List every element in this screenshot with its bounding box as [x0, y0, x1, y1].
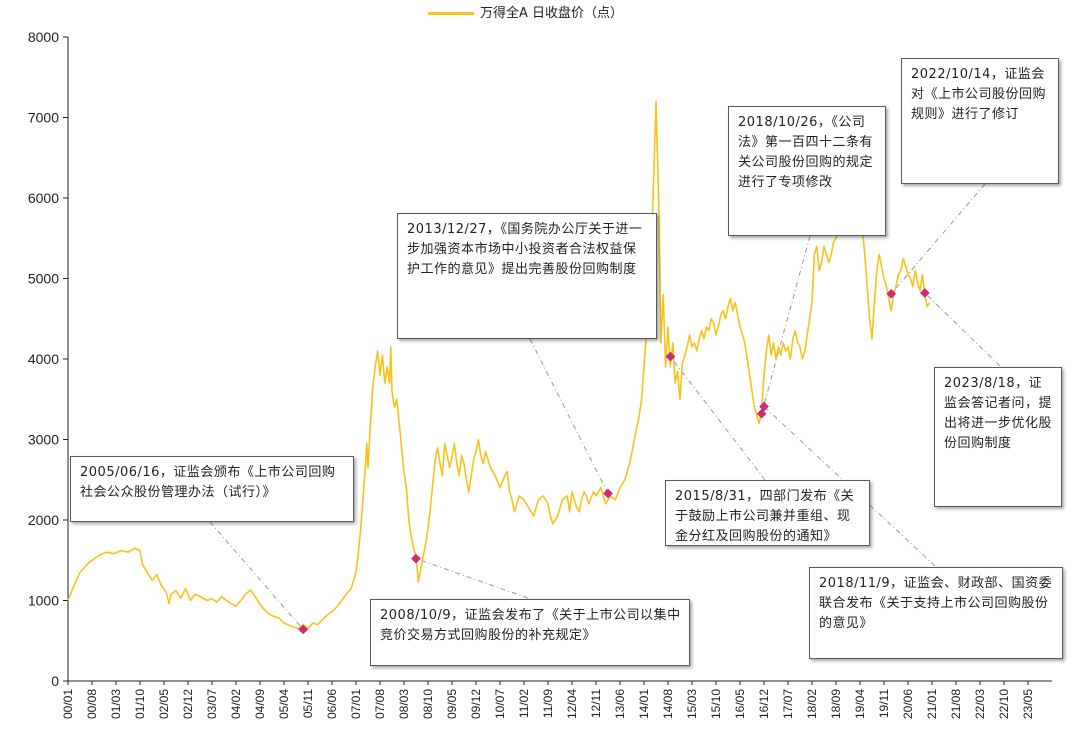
y-tick-label: 4000 — [28, 351, 59, 367]
x-tick-label: 14/08 — [661, 689, 675, 719]
x-tick-label: 09/12 — [469, 689, 483, 719]
y-tick-label: 1000 — [28, 593, 59, 609]
x-tick-label: 18/02 — [805, 689, 819, 719]
x-tick-label: 12/04 — [565, 689, 579, 719]
leader-line — [529, 338, 609, 494]
x-tick-label: 01/03 — [109, 689, 123, 719]
legend-swatch — [428, 12, 474, 15]
x-tick-label: 16/12 — [757, 689, 771, 719]
annotation-2013: 2013/12/27，《国务院办公厅关于进一步加强资本市场中小投资者合法权益保护… — [397, 213, 657, 339]
x-tick-label: 11/02 — [517, 689, 531, 718]
x-tick-label: 02/05 — [157, 689, 171, 719]
y-tick-label: 5000 — [28, 271, 59, 287]
leader-line — [761, 235, 811, 414]
event-marker — [919, 288, 930, 298]
x-tick-label: 10/07 — [493, 689, 507, 719]
x-tick-label: 04/09 — [253, 689, 267, 719]
x-tick-label: 21/01 — [925, 689, 939, 719]
x-tick-label: 16/05 — [733, 689, 747, 719]
x-tick-label: 18/09 — [829, 689, 843, 719]
x-tick-label: 22/03 — [973, 689, 987, 719]
x-tick-label: 22/10 — [997, 689, 1011, 719]
annotation-2022: 2022/10/14，证监会对《上市公司股份回购规则》进行了修订 — [901, 58, 1059, 184]
event-marker — [886, 288, 897, 299]
x-tick-label: 14/01 — [637, 689, 651, 719]
y-tick-label: 7000 — [28, 110, 59, 126]
event-marker — [756, 408, 767, 419]
leader-line — [415, 558, 529, 599]
annotation-2005: 2005/06/16，证监会颁布《上市公司回购社会公众股份管理办法（试行）》 — [70, 456, 354, 522]
y-tick-label: 8000 — [28, 29, 59, 45]
x-tick-label: 05/04 — [277, 689, 291, 719]
chart-legend: 万得全A 日收盘价（点） — [428, 2, 623, 21]
series-line — [67, 100, 931, 630]
y-tick-label: 6000 — [28, 190, 59, 206]
leader-line — [924, 292, 1001, 367]
x-tick-label: 07/08 — [373, 689, 387, 719]
x-tick-label: 15/03 — [685, 689, 699, 719]
event-marker — [665, 351, 676, 362]
annotation-2008: 2008/10/9，证监会发布了《关于上市公司以集中竞价交易方式回购股份的补充规… — [370, 599, 690, 666]
x-tick-label: 05/11 — [301, 689, 315, 718]
x-tick-label: 08/03 — [397, 689, 411, 719]
x-tick-label: 08/10 — [421, 689, 435, 719]
x-tick-label: 13/06 — [613, 689, 627, 719]
x-tick-label: 02/12 — [181, 689, 195, 719]
x-tick-label: 19/11 — [877, 689, 891, 718]
event-marker — [298, 624, 309, 635]
event-marker — [759, 401, 769, 412]
x-tick-label: 04/02 — [229, 689, 243, 719]
leader-line — [890, 183, 986, 295]
x-tick-label: 21/08 — [949, 689, 963, 719]
x-tick-label: 00/08 — [85, 689, 99, 719]
x-tick-label: 11/09 — [541, 689, 555, 718]
x-tick-label: 09/05 — [445, 689, 459, 719]
annotation-2018-10: 2018/10/26，《公司法》第一百四十二条有关公司股份回购的规定进行了专项修… — [728, 106, 886, 236]
y-tick-label: 2000 — [28, 512, 59, 528]
annotation-2015: 2015/8/31，四部门发布《关于鼓励上市公司兼并重组、现金分红及回购股份的通… — [665, 480, 870, 546]
x-tick-label: 17/07 — [781, 689, 795, 719]
x-tick-label: 03/07 — [205, 689, 219, 719]
event-marker — [411, 553, 421, 564]
x-tick-label: 07/01 — [349, 689, 363, 719]
y-tick-label: 0 — [51, 673, 59, 689]
x-tick-label: 23/05 — [1021, 689, 1035, 719]
x-tick-label: 15/10 — [709, 689, 723, 719]
event-marker — [603, 488, 613, 499]
annotation-2023: 2023/8/18，证监会答记者问，提出将进一步优化股份回购制度 — [934, 367, 1062, 507]
x-tick-label: 00/01 — [61, 689, 75, 719]
y-tick-label: 3000 — [28, 432, 59, 448]
x-tick-label: 12/11 — [589, 689, 603, 718]
leader-line — [209, 521, 304, 630]
x-tick-label: 06/06 — [325, 689, 339, 719]
leader-line — [670, 356, 766, 481]
x-tick-label: 20/06 — [901, 689, 915, 719]
annotation-2018-11: 2018/11/9，证监会、财政部、国资委联合发布《关于支持上市公司回购股份的意… — [809, 567, 1063, 659]
legend-label: 万得全A 日收盘价（点） — [480, 6, 624, 21]
x-tick-label: 01/10 — [133, 689, 147, 719]
x-tick-label: 19/04 — [853, 689, 867, 719]
